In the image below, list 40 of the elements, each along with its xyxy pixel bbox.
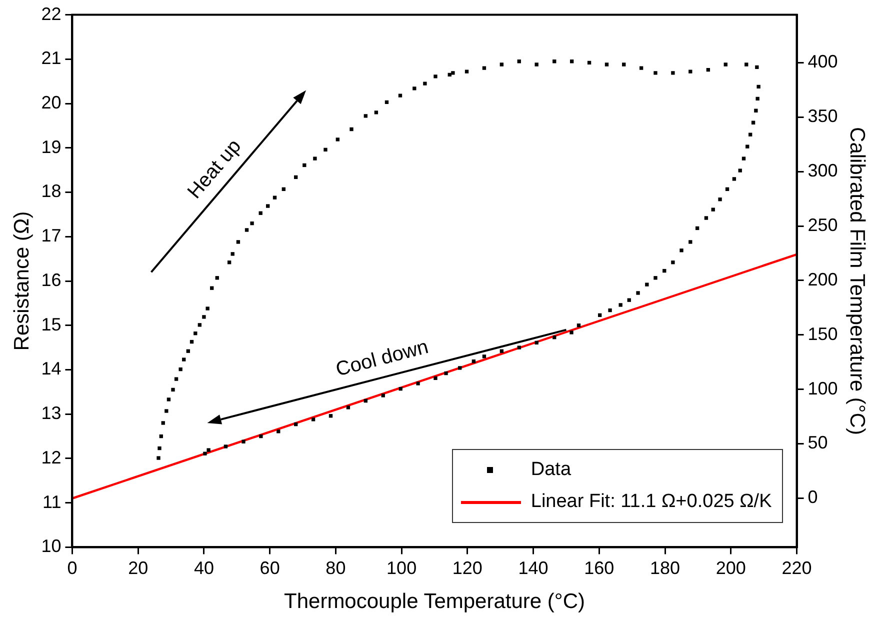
y2-tick-label: 350 xyxy=(808,106,838,126)
x-tick-label: 100 xyxy=(386,558,417,578)
y-tick-label: 11 xyxy=(42,492,62,512)
y-tick-label: 18 xyxy=(41,181,62,202)
y2-tick-label: 200 xyxy=(808,269,838,290)
y-tick-label: 10 xyxy=(41,536,62,556)
y-tick-label: 15 xyxy=(41,314,62,334)
y2-tick-label: 300 xyxy=(808,160,838,181)
x-tick-label: 40 xyxy=(194,558,214,578)
x-tick-label: 140 xyxy=(518,558,548,578)
legend-label: Linear Fit: 11.1 Ω+0.025 Ω/K xyxy=(530,490,772,514)
y2-tick-label: 150 xyxy=(808,324,838,344)
y2-tick-label: 250 xyxy=(808,214,838,235)
x-tick-label: 60 xyxy=(260,558,280,578)
y-tick-label: 21 xyxy=(41,48,62,68)
y-tick-label: 12 xyxy=(41,447,62,468)
y-tick-label: 20 xyxy=(41,92,62,112)
y-axis-title: Resistance (Ω) xyxy=(10,211,34,351)
x-tick-label: 160 xyxy=(584,558,614,578)
x-tick-label: 220 xyxy=(782,558,812,578)
y2-axis-title: Calibrated Film Temperature (°C) xyxy=(846,127,869,435)
x-tick-label: 200 xyxy=(716,558,746,578)
x-tick-label: 80 xyxy=(326,558,346,578)
y2-tick-label: 400 xyxy=(808,52,838,72)
y-tick-label: 22 xyxy=(41,4,62,24)
y2-tick-label: 50 xyxy=(808,432,828,453)
y-tick-label: 13 xyxy=(41,403,62,424)
x-tick-label: 0 xyxy=(67,558,78,578)
x-tick-label: 180 xyxy=(650,558,680,578)
y2-tick-label: 100 xyxy=(808,378,838,398)
y-tick-label: 19 xyxy=(41,136,62,157)
y2-tick-label: 0 xyxy=(808,487,818,508)
annotation: Cool down xyxy=(334,336,431,382)
x-axis-title: Thermocouple Temperature (°C) xyxy=(284,590,585,614)
x-tick-label: 20 xyxy=(128,558,148,578)
y-tick-label: 17 xyxy=(41,226,62,246)
x-tick-label: 120 xyxy=(452,558,482,578)
y-tick-label: 14 xyxy=(41,358,62,379)
y-tick-label: 16 xyxy=(41,270,62,290)
legend-label: Data xyxy=(530,458,572,482)
